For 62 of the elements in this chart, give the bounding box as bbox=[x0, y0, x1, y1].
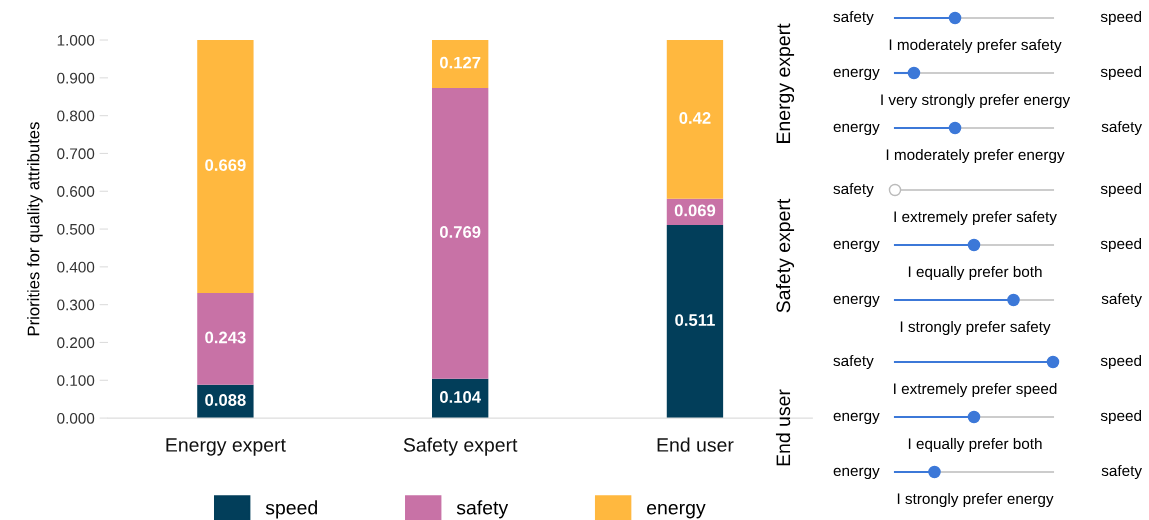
text: energy bbox=[833, 68, 880, 81]
text: I moderately prefer energy bbox=[886, 148, 1065, 164]
annotation: Safety expert bbox=[775, 198, 795, 313]
data-label: 0.069 bbox=[674, 204, 716, 217]
data-label: 0.42 bbox=[679, 112, 711, 124]
text: I extremely prefer safety bbox=[894, 210, 1057, 226]
data-label: 0.104 bbox=[439, 391, 481, 403]
text: I strongly prefer safety bbox=[900, 320, 1051, 336]
x-tick-label: Safety expert bbox=[403, 437, 518, 456]
bar bbox=[666, 40, 724, 199]
legend-label: energy bbox=[647, 503, 706, 519]
data-label: 0.669 bbox=[205, 159, 246, 171]
bar bbox=[666, 224, 724, 419]
text: safety bbox=[1101, 120, 1142, 136]
text: safety bbox=[1101, 464, 1142, 480]
text: energy bbox=[833, 295, 880, 308]
text: I extremely prefer speed bbox=[894, 382, 1057, 398]
text: I strongly prefer energy bbox=[897, 492, 1054, 508]
bar bbox=[197, 292, 254, 385]
y-tick-label: 0.400 bbox=[57, 261, 95, 273]
text: energy bbox=[833, 467, 880, 480]
text: safety bbox=[833, 182, 874, 198]
text: speed bbox=[1100, 354, 1142, 370]
x-tick-label: Energy expert bbox=[166, 438, 286, 456]
y-tick-label: 0.200 bbox=[57, 337, 95, 349]
y-tick-label: 0.100 bbox=[57, 375, 95, 386]
bar bbox=[197, 40, 254, 293]
y-tick-label: 0.600 bbox=[57, 186, 95, 197]
data-label: 0.511 bbox=[675, 314, 715, 326]
y-tick-label: 0.500 bbox=[57, 223, 95, 235]
text: safety bbox=[1101, 292, 1142, 308]
y-tick-label: 0.900 bbox=[57, 72, 95, 84]
text: safety bbox=[833, 10, 874, 26]
legend-label: safety bbox=[456, 500, 509, 519]
legend-label: speed bbox=[265, 500, 317, 519]
text: energy bbox=[833, 123, 880, 136]
y-tick-label: 0.800 bbox=[57, 110, 95, 122]
x-tick-label: End user bbox=[657, 437, 734, 452]
text: I equally prefer both bbox=[908, 437, 1042, 453]
text: speed bbox=[1100, 409, 1142, 425]
bar bbox=[432, 88, 489, 379]
y-axis-title: Priorities for quality attributes bbox=[27, 122, 43, 336]
y-tick-label: 1.000 bbox=[57, 34, 95, 46]
text: speed bbox=[1100, 10, 1142, 26]
text: I very strongly prefer energy bbox=[881, 93, 1071, 109]
data-label: 0.769 bbox=[439, 226, 481, 238]
text: I moderately prefer safety bbox=[889, 38, 1062, 54]
text: energy bbox=[833, 240, 880, 253]
bar bbox=[432, 40, 489, 89]
text: energy bbox=[833, 412, 880, 425]
y-tick-label: 0.300 bbox=[57, 299, 95, 311]
text: speed bbox=[1100, 237, 1142, 253]
data-label: 0.243 bbox=[205, 331, 246, 344]
annotation: Energy expert bbox=[776, 23, 795, 143]
text: speed bbox=[1100, 65, 1142, 81]
y-tick-label: 0.700 bbox=[57, 148, 95, 160]
y-tick-label: 0.000 bbox=[57, 412, 95, 424]
text: speed bbox=[1100, 182, 1142, 198]
text: safety bbox=[833, 354, 874, 370]
text: I equally prefer both bbox=[908, 265, 1042, 281]
data-label: 0.088 bbox=[205, 394, 246, 406]
data-label: 0.127 bbox=[439, 56, 481, 69]
